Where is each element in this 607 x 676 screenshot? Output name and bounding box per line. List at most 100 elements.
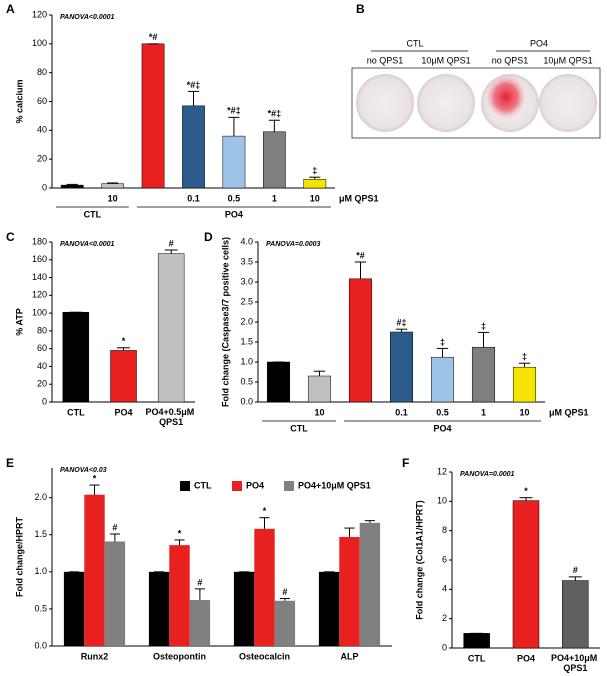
y-tick-label: 0: [442, 642, 447, 652]
y-tick-label: 0.5: [34, 603, 47, 613]
y-tick-label: 80: [37, 67, 47, 77]
bar: [148, 571, 170, 646]
panel-letter: D: [204, 230, 213, 244]
bar: [359, 522, 381, 646]
annotation: PANOVA=0.0001: [460, 471, 515, 478]
bar: [222, 135, 246, 189]
group-label: PO4: [433, 423, 451, 433]
y-tick-label: 1.5: [240, 336, 253, 346]
bar: [262, 131, 286, 189]
y-tick-label: 0: [42, 396, 47, 406]
bar: [62, 311, 90, 403]
x-tick-label: 1: [272, 193, 277, 203]
y-tick-label: 4.0: [240, 236, 253, 246]
x-tick-label: Osteocalcin: [239, 651, 290, 661]
x-tick-label: 10: [519, 407, 529, 417]
y-tick-label: 0.0: [34, 640, 47, 650]
bar: [512, 366, 537, 403]
well-label: no QPS1: [492, 55, 529, 65]
bar: [169, 545, 190, 646]
group-label: PO4: [225, 209, 243, 219]
y-tick-label: 20: [37, 379, 47, 389]
y-tick-label: 2.0: [34, 492, 47, 502]
y-tick-label: 0: [42, 182, 47, 192]
x-tick-label: 1: [481, 407, 486, 417]
y-tick-label: 2.5: [240, 296, 253, 306]
bar: [189, 600, 211, 646]
bar: [101, 183, 125, 189]
bar: [471, 346, 496, 403]
y-tick-label: 0.5: [240, 376, 253, 386]
x-tick-label: PO4+10μM QPS1: [551, 653, 600, 673]
significance: #: [282, 587, 287, 597]
x-tick-label: CTL: [67, 407, 85, 417]
legend-swatch: [232, 481, 242, 491]
y-tick-label: 3.5: [240, 256, 253, 266]
significance: ‡: [440, 337, 445, 347]
significance: *#‡: [227, 106, 241, 116]
y-tick-label: 1.0: [34, 566, 47, 576]
well-label: 10μM QPS1: [421, 55, 470, 65]
legend-label: CTL: [194, 480, 212, 490]
x-tick-label: 10: [310, 193, 320, 203]
y-tick-label: 40: [37, 125, 47, 135]
significance: ‡: [481, 321, 486, 331]
significance: *: [93, 473, 97, 483]
x-unit-label: μM QPS1: [549, 407, 589, 417]
bar: [339, 536, 360, 646]
y-tick-label: 120: [32, 9, 47, 19]
x-unit-label: μM QPS1: [339, 193, 379, 203]
x-tick-label: 0.1: [395, 407, 408, 417]
y-axis-label: Fold change (Col1A1/HPRT): [414, 500, 424, 620]
y-tick-label: 8: [442, 525, 447, 535]
y-tick-label: 4: [442, 584, 447, 594]
y-tick-label: 120: [32, 290, 47, 300]
bar: [266, 361, 291, 403]
y-tick-label: 180: [32, 236, 47, 246]
bar: [348, 278, 373, 403]
significance: ‡: [522, 352, 527, 362]
significance: *: [178, 528, 182, 538]
x-tick-label: 0.5: [436, 407, 449, 417]
bar: [84, 494, 105, 646]
group-label: CTL: [290, 423, 308, 433]
y-tick-label: 1.5: [34, 529, 47, 539]
significance: *: [524, 486, 528, 496]
x-tick-label: PO4+0.5μM QPS1: [146, 407, 197, 427]
group-label: CTL: [84, 209, 102, 219]
y-tick-label: 100: [32, 38, 47, 48]
bar: [63, 571, 85, 646]
y-tick-label: 0.0: [240, 396, 253, 406]
y-tick-label: 2: [442, 613, 447, 623]
significance: #: [112, 522, 117, 532]
y-tick-label: 100: [32, 307, 47, 317]
y-tick-label: 12: [437, 466, 447, 476]
significance: #‡: [396, 318, 406, 328]
panel-letter: A: [6, 2, 15, 16]
x-tick-label: Runx2: [81, 651, 109, 661]
y-axis-label: Fold change/HPRT: [14, 517, 24, 598]
legend-label: PO4+10μM QPS1: [298, 480, 371, 490]
panel-letter: F: [402, 456, 409, 470]
y-axis-label: % ATP: [14, 308, 24, 336]
bar: [104, 541, 126, 646]
x-tick-label: ALP: [341, 651, 359, 661]
significance: #: [197, 577, 202, 587]
group-label: CTL: [406, 38, 423, 48]
y-tick-label: 2.0: [240, 316, 253, 326]
bar: [562, 580, 589, 649]
annotation: PANOVA<0.03: [60, 467, 107, 474]
bar: [463, 633, 490, 649]
significance: *#‡: [187, 80, 201, 90]
y-axis-label: % calcium: [14, 79, 24, 123]
y-tick-label: 160: [32, 254, 47, 264]
legend-swatch: [284, 481, 294, 491]
x-tick-label: PO4: [114, 407, 132, 417]
x-tick-label: Osteopontin: [153, 651, 206, 661]
significance: *: [263, 506, 267, 516]
bar: [512, 500, 540, 649]
panel-b-image: [351, 67, 601, 139]
bar: [157, 253, 185, 403]
bar: [233, 571, 255, 646]
x-tick-label: 10: [314, 407, 324, 417]
